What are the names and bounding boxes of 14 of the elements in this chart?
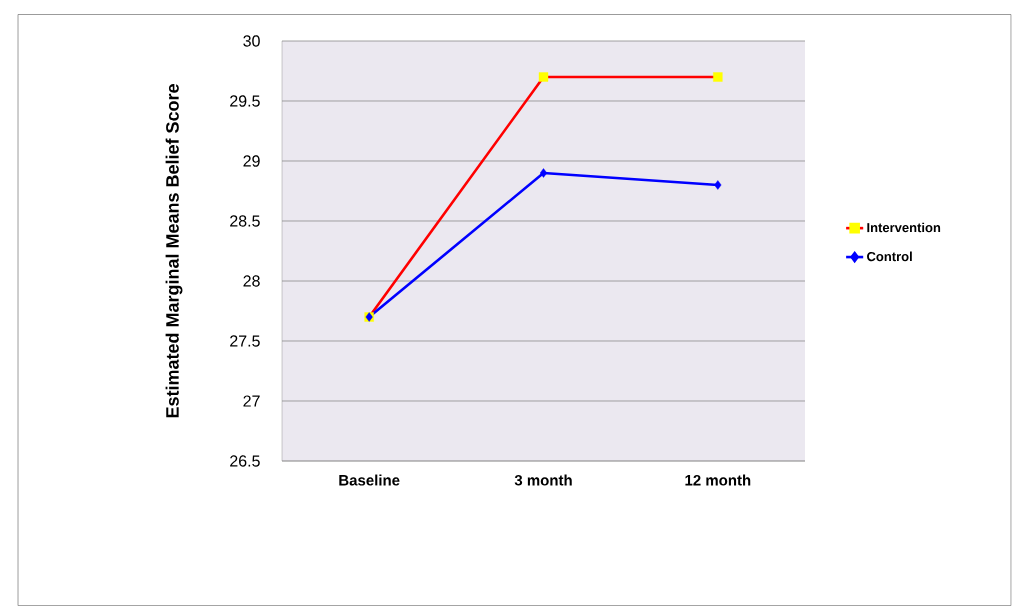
x-tick-label: 12 month: [685, 474, 751, 486]
y-tick-label: 27: [243, 395, 260, 407]
x-tick-label: Baseline: [339, 474, 400, 486]
legend-label: Control: [867, 251, 912, 262]
y-tick-label: 28.5: [230, 215, 260, 227]
legend-label: Intervention: [867, 222, 941, 233]
y-axis-title: Estimated Marginal Means Belief Score: [165, 84, 183, 418]
y-tick-label: 29.5: [230, 95, 260, 107]
x-tick-label: 3 month: [514, 474, 572, 486]
y-tick-label: 26.5: [230, 455, 260, 467]
y-tick-label: 29: [243, 155, 260, 167]
y-tick-label: 27.5: [230, 335, 260, 347]
y-tick-label: 28: [243, 275, 260, 287]
y-tick-label: 30: [243, 35, 260, 47]
